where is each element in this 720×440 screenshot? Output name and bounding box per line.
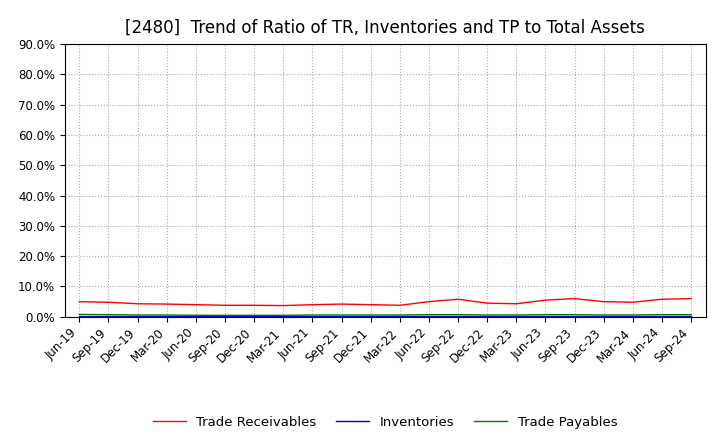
Inventories bbox=[425, 314, 433, 319]
Trade Payables bbox=[337, 312, 346, 318]
Trade Receivables bbox=[395, 303, 404, 308]
Trade Receivables bbox=[629, 300, 637, 305]
Trade Receivables bbox=[104, 300, 113, 305]
Trade Receivables bbox=[279, 303, 287, 308]
Trade Receivables bbox=[454, 297, 462, 302]
Trade Receivables bbox=[163, 301, 171, 307]
Inventories bbox=[454, 314, 462, 319]
Trade Receivables bbox=[541, 297, 550, 303]
Inventories bbox=[163, 314, 171, 319]
Trade Receivables bbox=[366, 302, 375, 307]
Trade Payables bbox=[279, 313, 287, 318]
Trade Payables bbox=[599, 312, 608, 318]
Inventories bbox=[366, 314, 375, 319]
Inventories bbox=[133, 314, 142, 319]
Trade Receivables bbox=[250, 303, 258, 308]
Inventories bbox=[395, 314, 404, 319]
Trade Payables bbox=[512, 312, 521, 318]
Trade Payables bbox=[133, 312, 142, 318]
Trade Payables bbox=[163, 312, 171, 318]
Inventories bbox=[657, 314, 666, 319]
Trade Payables bbox=[366, 312, 375, 318]
Trade Receivables bbox=[308, 302, 317, 307]
Trade Payables bbox=[220, 313, 229, 318]
Trade Payables bbox=[395, 312, 404, 318]
Trade Payables bbox=[570, 312, 579, 317]
Inventories bbox=[104, 314, 113, 319]
Inventories bbox=[337, 314, 346, 319]
Trade Receivables bbox=[220, 303, 229, 308]
Inventories bbox=[541, 314, 550, 319]
Inventories bbox=[599, 314, 608, 319]
Trade Payables bbox=[687, 312, 696, 317]
Line: Trade Receivables: Trade Receivables bbox=[79, 299, 691, 306]
Trade Payables bbox=[657, 312, 666, 317]
Trade Payables bbox=[629, 312, 637, 318]
Trade Receivables bbox=[133, 301, 142, 306]
Inventories bbox=[250, 314, 258, 319]
Trade Receivables bbox=[570, 296, 579, 301]
Trade Receivables bbox=[512, 301, 521, 306]
Trade Payables bbox=[192, 313, 200, 318]
Trade Payables bbox=[308, 312, 317, 318]
Title: [2480]  Trend of Ratio of TR, Inventories and TP to Total Assets: [2480] Trend of Ratio of TR, Inventories… bbox=[125, 19, 645, 37]
Trade Receivables bbox=[425, 299, 433, 304]
Inventories bbox=[279, 314, 287, 319]
Trade Payables bbox=[483, 312, 492, 318]
Inventories bbox=[308, 314, 317, 319]
Trade Receivables bbox=[483, 301, 492, 306]
Trade Receivables bbox=[687, 296, 696, 301]
Inventories bbox=[220, 314, 229, 319]
Inventories bbox=[75, 314, 84, 319]
Trade Payables bbox=[250, 313, 258, 318]
Trade Payables bbox=[425, 312, 433, 317]
Inventories bbox=[629, 314, 637, 319]
Legend: Trade Receivables, Inventories, Trade Payables: Trade Receivables, Inventories, Trade Pa… bbox=[148, 411, 623, 434]
Trade Payables bbox=[104, 312, 113, 317]
Trade Receivables bbox=[75, 299, 84, 304]
Trade Receivables bbox=[657, 297, 666, 302]
Inventories bbox=[512, 314, 521, 319]
Trade Receivables bbox=[599, 299, 608, 304]
Trade Payables bbox=[454, 312, 462, 317]
Trade Payables bbox=[541, 312, 550, 317]
Line: Trade Payables: Trade Payables bbox=[79, 314, 691, 315]
Inventories bbox=[483, 314, 492, 319]
Trade Payables bbox=[75, 312, 84, 317]
Inventories bbox=[570, 314, 579, 319]
Inventories bbox=[192, 314, 200, 319]
Inventories bbox=[687, 314, 696, 319]
Trade Receivables bbox=[192, 302, 200, 307]
Trade Receivables bbox=[337, 301, 346, 307]
